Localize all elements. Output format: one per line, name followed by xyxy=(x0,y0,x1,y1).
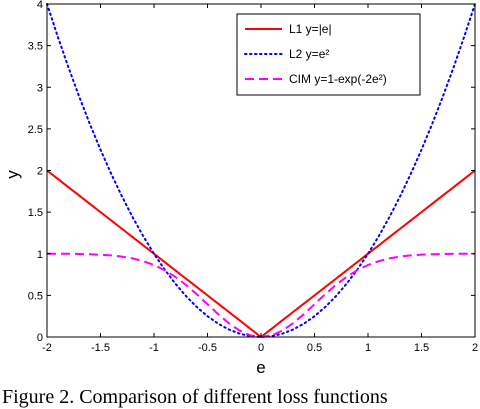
x-tick-label: 1.5 xyxy=(414,342,429,354)
x-tick-label: -1 xyxy=(149,342,159,354)
x-axis-label: e xyxy=(256,358,265,377)
series-line-3 xyxy=(47,252,475,339)
x-tick-label: -0.5 xyxy=(198,342,217,354)
x-tick-label: 0 xyxy=(258,342,264,354)
y-tick-label: 0 xyxy=(37,332,43,344)
y-tick-label: 3.5 xyxy=(28,41,43,53)
y-tick-label: 1 xyxy=(37,249,43,261)
x-tick-label: 0.5 xyxy=(307,342,322,354)
legend-label-3: CIM y=1-exp(-2e²) xyxy=(289,72,387,86)
x-tick-label: -2 xyxy=(42,342,52,354)
legend-label-1: L1 y=|e| xyxy=(289,22,332,36)
x-tick-label: -1.5 xyxy=(91,342,110,354)
y-axis-label: y xyxy=(3,170,22,179)
legend-label-2: L2 y=e² xyxy=(289,47,329,61)
y-tick-label: 4 xyxy=(37,0,43,11)
y-tick-label: 3 xyxy=(37,82,43,94)
y-tick-label: 2 xyxy=(37,166,43,178)
y-tick-label: 2.5 xyxy=(28,124,43,136)
legend-entries: L1 y=|e| L2 y=e² CIM y=1-exp(-2e²) xyxy=(244,22,387,86)
y-tick-label: 1.5 xyxy=(28,207,43,219)
tick-layer: -2 -1.5 -1 -0.5 0 0.5 1 1.5 2 0 0.5 1 1.5 2 2.5 3 3.5 4 xyxy=(28,0,478,354)
x-tick-label: 2 xyxy=(472,342,478,354)
loss-function-chart: -2 -1.5 -1 -0.5 0 0.5 1 1.5 2 0 0.5 1 1.5 2 2.5 3 3.5 4 e… xyxy=(3,0,478,377)
figure-caption: Figure 2. Comparison of different loss f… xyxy=(2,386,388,408)
y-tick-label: 0.5 xyxy=(28,290,43,302)
series-line-1 xyxy=(46,169,476,339)
legend: L1 y=|e| L2 y=e² CIM y=1-exp(-2e²) xyxy=(236,13,421,96)
x-tick-label: 1 xyxy=(365,342,371,354)
legend-box xyxy=(236,13,421,96)
